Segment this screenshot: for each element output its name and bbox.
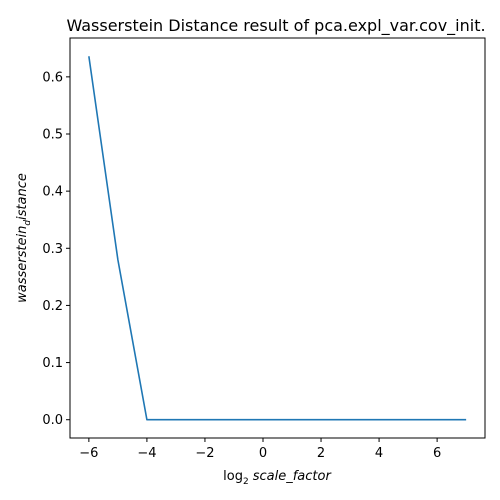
x-tick-label: 2 <box>317 446 325 461</box>
y-tick-label: 0.6 <box>42 70 63 85</box>
y-tick-label: 0.4 <box>42 185 63 200</box>
x-tick-label: −4 <box>137 446 156 461</box>
x-axis-label-main: scale_factor <box>253 469 333 484</box>
x-axis-label-prefix: log <box>223 469 243 484</box>
y-axis-label-subscript: d <box>23 220 33 226</box>
x-axis-label: log2 scale_factor <box>223 469 332 487</box>
chart-title: Wasserstein Distance result of pca.expl_… <box>66 16 485 36</box>
series-layer <box>88 56 467 421</box>
x-axis-label-subscript: 2 <box>243 477 249 487</box>
y-tick-label: 0.2 <box>42 299 63 314</box>
y-axis-label-main: wasserstein <box>15 226 30 303</box>
y-axis-label: wassersteindistance <box>15 173 33 303</box>
x-axis-ticks: −6 −4 −2 0 2 4 6 <box>79 438 441 461</box>
y-tick-label: 0.3 <box>42 242 63 257</box>
x-tick-label: 4 <box>375 446 383 461</box>
y-tick-label: 0.1 <box>42 356 63 371</box>
x-tick-label: 6 <box>433 446 441 461</box>
y-axis-label-tail: istance <box>15 173 30 220</box>
y-axis-ticks: 0.0 0.1 0.2 0.3 0.4 0.5 0.6 <box>42 70 70 428</box>
y-tick-label: 0.5 <box>42 128 63 143</box>
x-tick-label: −6 <box>79 446 98 461</box>
x-tick-label: 0 <box>259 446 267 461</box>
x-tick-label: −2 <box>195 446 214 461</box>
plot-area-frame <box>69 37 486 439</box>
series-line <box>88 56 467 421</box>
y-tick-label: 0.0 <box>42 413 63 428</box>
